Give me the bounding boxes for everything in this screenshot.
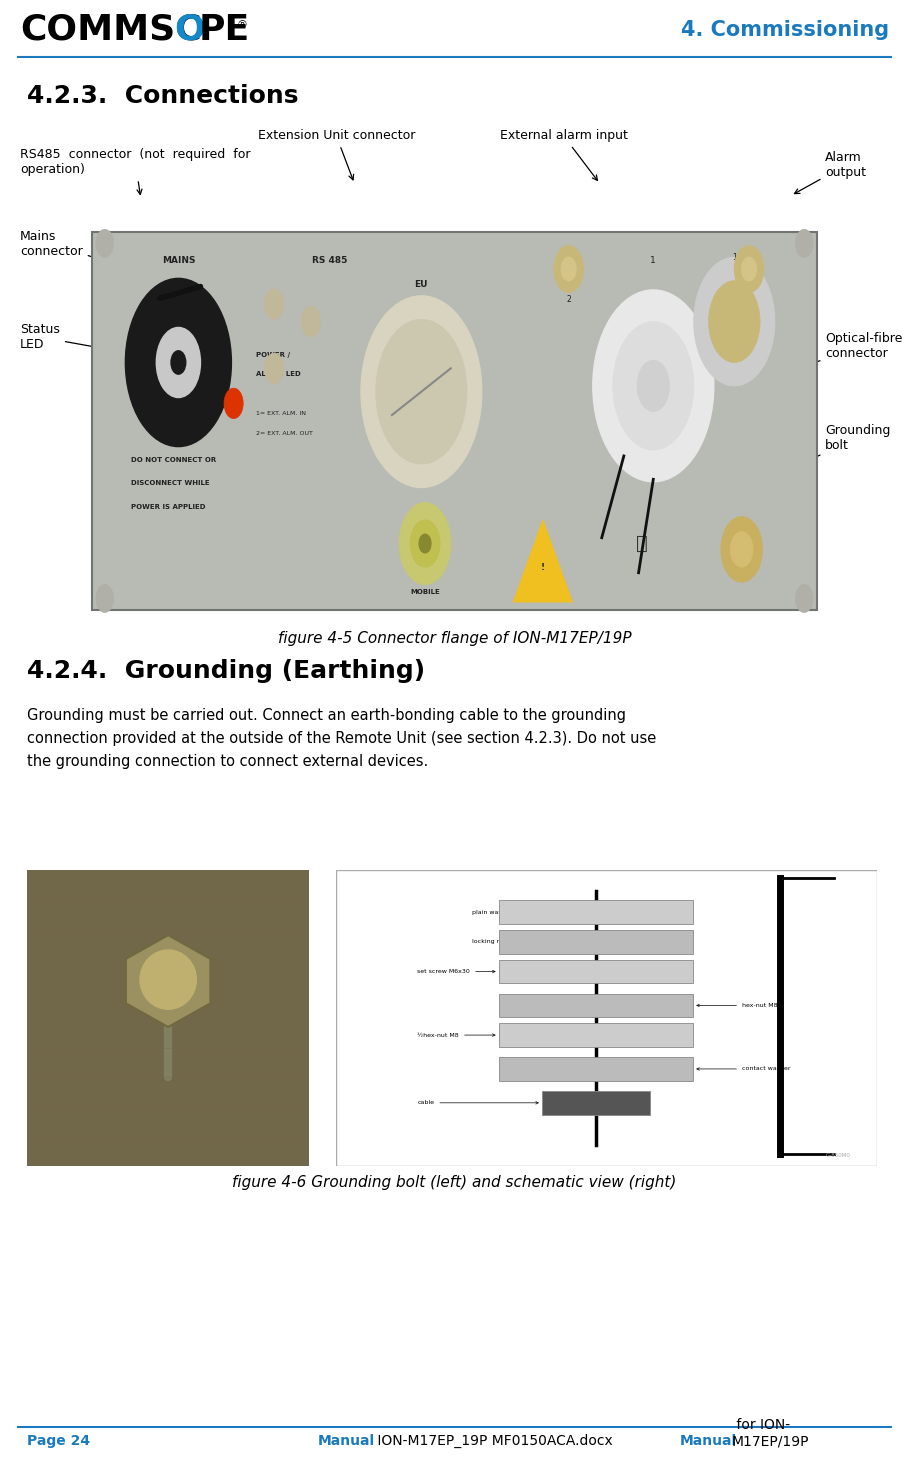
- Text: COMMSC: COMMSC: [20, 13, 202, 46]
- Circle shape: [410, 520, 440, 568]
- Text: locking ring: locking ring: [472, 940, 690, 944]
- Polygon shape: [514, 520, 573, 602]
- Text: for ION-
M17EP/19P: for ION- M17EP/19P: [732, 1418, 809, 1448]
- Circle shape: [795, 230, 813, 258]
- Circle shape: [731, 532, 753, 568]
- Circle shape: [171, 351, 185, 373]
- Circle shape: [708, 280, 760, 363]
- Text: RS 485: RS 485: [312, 256, 347, 265]
- Text: ®: ®: [236, 21, 247, 30]
- Text: Status
LED: Status LED: [20, 323, 123, 354]
- Circle shape: [96, 230, 114, 258]
- Bar: [542, 1091, 650, 1114]
- Bar: [498, 993, 694, 1017]
- Text: DO NOT CONNECT OR: DO NOT CONNECT OR: [131, 456, 215, 462]
- Text: Mains
connector: Mains connector: [20, 230, 119, 267]
- Circle shape: [125, 279, 232, 446]
- Text: O: O: [175, 13, 205, 46]
- Circle shape: [554, 246, 584, 292]
- Circle shape: [637, 360, 670, 412]
- Text: ALARM LED: ALARM LED: [255, 372, 301, 378]
- Text: hex-nut M8: hex-nut M8: [697, 1003, 777, 1008]
- Circle shape: [694, 258, 774, 385]
- Text: plain washer: plain washer: [472, 910, 690, 914]
- Text: Extension Unit connector: Extension Unit connector: [257, 129, 415, 179]
- Circle shape: [224, 388, 244, 418]
- Circle shape: [795, 584, 813, 612]
- Text: PE: PE: [198, 13, 249, 46]
- Text: ⏚: ⏚: [636, 535, 648, 553]
- Circle shape: [399, 502, 451, 584]
- Text: 4. Commissioning: 4. Commissioning: [681, 19, 889, 40]
- Bar: [498, 960, 694, 984]
- Text: Manual: Manual: [680, 1433, 737, 1448]
- Text: 2: 2: [566, 295, 571, 304]
- Circle shape: [96, 584, 114, 612]
- Text: Grounding must be carried out. Connect an earth-bonding cable to the grounding: Grounding must be carried out. Connect a…: [27, 708, 626, 723]
- Text: !: !: [541, 563, 544, 572]
- Text: POWER /: POWER /: [255, 351, 290, 357]
- Text: DISCONNECT WHILE: DISCONNECT WHILE: [131, 480, 209, 486]
- Circle shape: [140, 950, 196, 1009]
- Text: EU: EU: [415, 280, 428, 289]
- Circle shape: [375, 319, 467, 464]
- Text: 4.2.4.  Grounding (Earthing): 4.2.4. Grounding (Earthing): [27, 659, 425, 683]
- Text: figure 4-5 Connector flange of ION-M17EP/19P: figure 4-5 Connector flange of ION-M17EP…: [277, 631, 632, 646]
- Circle shape: [561, 258, 576, 280]
- Text: POWER IS APPLIED: POWER IS APPLIED: [131, 504, 205, 510]
- Text: 1: 1: [732, 253, 736, 262]
- Text: the grounding connection to connect external devices.: the grounding connection to connect exte…: [27, 754, 428, 769]
- Text: ION-M17EP_19P MF0150ACA.docx: ION-M17EP_19P MF0150ACA.docx: [373, 1433, 613, 1448]
- Circle shape: [734, 246, 764, 292]
- Circle shape: [361, 296, 482, 488]
- Circle shape: [419, 534, 431, 553]
- Circle shape: [156, 328, 201, 397]
- Text: RS485  connector  (not  required  for
operation): RS485 connector (not required for operat…: [20, 148, 251, 194]
- Text: External alarm input: External alarm input: [500, 129, 627, 181]
- Text: 4.2.3.  Connections: 4.2.3. Connections: [27, 84, 299, 108]
- Bar: [498, 931, 694, 954]
- Text: Page 24: Page 24: [27, 1433, 90, 1448]
- Text: 1= EXT. ALM. IN: 1= EXT. ALM. IN: [255, 411, 305, 416]
- Text: connection provided at the outside of the Remote Unit (see section 4.2.3). Do no: connection provided at the outside of th…: [27, 732, 656, 747]
- Circle shape: [613, 322, 694, 451]
- Text: Grounding
bolt: Grounding bolt: [794, 424, 891, 467]
- Bar: [498, 1057, 694, 1080]
- Circle shape: [721, 517, 763, 582]
- Text: set screw M6x30: set screw M6x30: [417, 969, 495, 974]
- Text: N-antenna  connector
Mobile: N-antenna connector Mobile: [200, 522, 336, 556]
- Text: MOBILE: MOBILE: [410, 588, 440, 594]
- Circle shape: [742, 258, 756, 280]
- Circle shape: [265, 353, 284, 384]
- Text: ½hex-nut M8: ½hex-nut M8: [417, 1033, 495, 1037]
- Text: G-850M0: G-850M0: [825, 1153, 850, 1157]
- Circle shape: [302, 307, 321, 336]
- Text: cable: cable: [417, 1100, 538, 1106]
- Bar: [498, 901, 694, 925]
- Circle shape: [265, 289, 284, 319]
- Polygon shape: [125, 935, 210, 1027]
- Text: figure 4-6 Grounding bolt (left) and schematic view (right): figure 4-6 Grounding bolt (left) and sch…: [233, 1175, 676, 1190]
- Bar: [498, 1023, 694, 1046]
- Text: 2= EXT. ALM. OUT: 2= EXT. ALM. OUT: [255, 431, 313, 436]
- Text: contact washer: contact washer: [697, 1067, 791, 1071]
- Text: Alarm
output: Alarm output: [794, 151, 866, 194]
- Text: 1: 1: [651, 256, 656, 265]
- Text: Manual: Manual: [318, 1433, 375, 1448]
- Circle shape: [593, 290, 714, 482]
- Text: Optical-fibre
connector: Optical-fibre connector: [794, 332, 903, 370]
- Text: MAINS: MAINS: [162, 256, 195, 265]
